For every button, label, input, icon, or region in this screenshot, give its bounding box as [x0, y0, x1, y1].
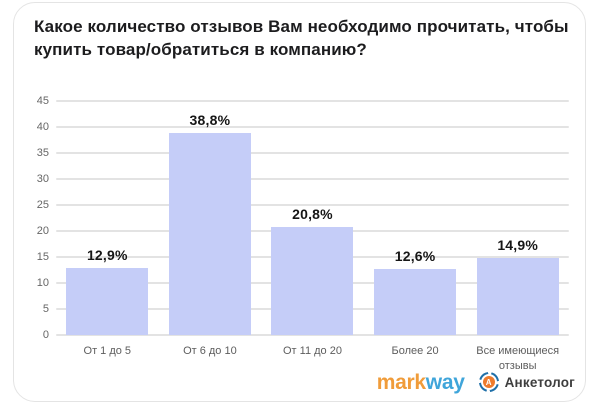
x-axis-category-label: От 11 до 20 — [283, 345, 342, 357]
bar-slot-4: 12,6% — [364, 101, 467, 335]
y-axis: 0 5 10 15 20 25 30 35 40 45 — [14, 95, 49, 341]
y-axis-tick-label: 40 — [36, 121, 49, 133]
bar-slot-5: 14,9% — [466, 101, 569, 335]
anketolog-logo: A Анкетолог — [478, 372, 575, 392]
bars-row: 12,9% 38,8% 20,8% 12,6% 14,9% — [56, 101, 569, 335]
bar-value-label: 38,8% — [189, 112, 231, 129]
gridline — [56, 334, 569, 336]
bar-slot-2: 38,8% — [159, 101, 262, 335]
y-axis-tick-label: 30 — [36, 173, 49, 185]
bar-2 — [168, 133, 251, 335]
y-axis-tick-label: 25 — [36, 199, 49, 211]
plot-area: 12,9% 38,8% 20,8% 12,6% 14,9% — [56, 100, 569, 336]
chart-title: Какое количество отзывов Вам необходимо … — [34, 17, 569, 59]
gridline — [56, 100, 569, 102]
x-axis-category-label: Более 20 — [391, 345, 439, 357]
y-axis-tick-label: 10 — [36, 277, 49, 289]
bar-value-label: 14,9% — [497, 236, 539, 253]
chart-card: Какое количество отзывов Вам необходимо … — [13, 2, 586, 402]
anketolog-circle-a-icon: A — [478, 372, 499, 392]
x-axis-category-label: От 6 до 10 — [183, 345, 237, 357]
anketolog-logo-label: Анкетолог — [504, 374, 575, 390]
bar-value-label: 12,9% — [86, 246, 128, 263]
y-axis-tick-label: 5 — [42, 303, 49, 315]
markway-logo-mark: mark — [376, 370, 426, 394]
bar-1 — [66, 267, 149, 335]
y-axis-tick-label: 20 — [36, 225, 49, 237]
y-axis-tick-label: 35 — [36, 147, 49, 159]
x-axis-category-label: От 1 до 5 — [83, 345, 132, 357]
markway-logo-way: way — [425, 370, 465, 394]
markway-logo: markway — [377, 372, 465, 393]
bar-slot-1: 12,9% — [56, 101, 159, 335]
bar-value-label: 12,6% — [394, 248, 436, 265]
bar-3 — [271, 226, 354, 335]
gridline — [56, 204, 569, 206]
x-axis: От 1 до 5 От 6 до 10 От 11 до 20 Более 20 Вс… — [56, 344, 569, 374]
y-axis-tick-label: 0 — [42, 329, 49, 341]
bar-5 — [476, 257, 559, 335]
gridline — [56, 178, 569, 180]
bar-slot-3: 20,8% — [261, 101, 364, 335]
bar-value-label: 20,8% — [292, 205, 333, 222]
x-axis-category-label: Все имеющиеся отзывы — [476, 345, 560, 372]
y-axis-tick-label: 45 — [36, 95, 49, 107]
y-axis-tick-label: 15 — [36, 251, 49, 263]
bar-4 — [374, 269, 457, 335]
gridline — [56, 126, 569, 128]
gridline — [56, 152, 569, 154]
footer-logos: markway A Анкетолог — [377, 369, 575, 395]
anketolog-a-letter: A — [482, 376, 495, 388]
